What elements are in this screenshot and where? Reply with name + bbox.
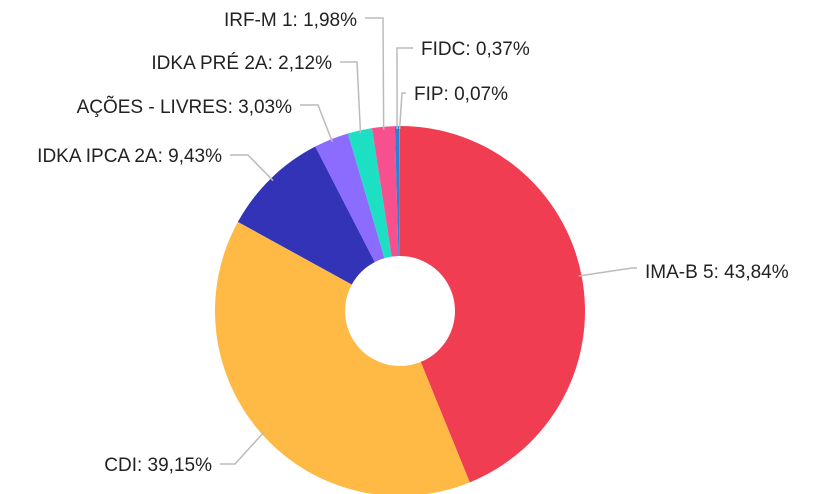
- leader-line: [230, 154, 274, 182]
- data-label: IDKA PRÉ 2A: 2,12%: [151, 53, 332, 74]
- donut-slice: [315, 133, 385, 263]
- data-label: IDKA IPCA 2A: 9,43%: [37, 146, 222, 167]
- donut-slice: [371, 126, 399, 257]
- data-label: FIDC: 0,37%: [421, 39, 530, 60]
- donut-slice: [215, 221, 470, 494]
- data-label: IRF-M 1: 1,98%: [224, 10, 357, 31]
- leader-line: [220, 431, 265, 465]
- leader-line: [578, 267, 637, 277]
- data-label: IMA-B 5: 43,84%: [645, 262, 789, 283]
- donut-slice: [394, 126, 400, 257]
- leader-line: [300, 104, 334, 143]
- donut-slice: [400, 126, 586, 483]
- data-label: FIP: 0,07%: [414, 84, 508, 105]
- data-label: CDI: 39,15%: [104, 455, 212, 476]
- leader-line: [340, 61, 362, 134]
- donut-slice: [347, 128, 392, 259]
- leader-line: [396, 47, 413, 130]
- donut-slice: [237, 146, 375, 285]
- data-label: AÇÕES - LIVRES: 3,03%: [77, 96, 293, 118]
- leader-line: [398, 92, 406, 130]
- leader-line: [365, 17, 385, 130]
- donut-slice: [399, 126, 400, 257]
